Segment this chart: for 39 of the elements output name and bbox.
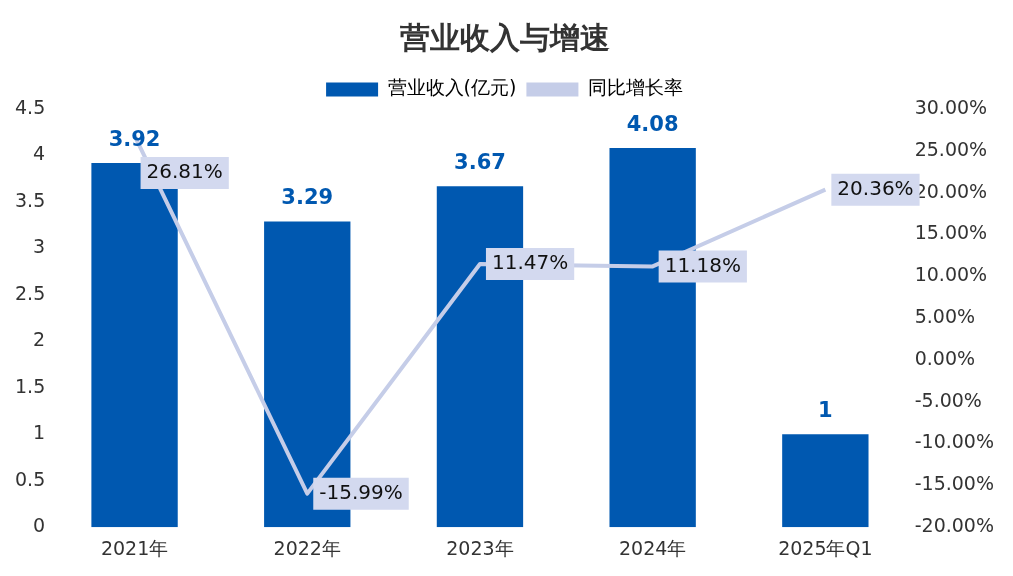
data-label: 3.29 bbox=[281, 185, 334, 210]
data-label: -15.99% bbox=[319, 479, 403, 504]
data-label: 11.18% bbox=[664, 252, 741, 277]
data-label: 4.08 bbox=[626, 111, 679, 136]
y-tick-label: 1 bbox=[33, 421, 46, 444]
x-tick-label: 2021年 bbox=[100, 536, 169, 559]
data-label: 20.36% bbox=[837, 175, 914, 200]
y-tick-label: 4.5 bbox=[15, 95, 46, 118]
legend-label: 同比增长率 bbox=[587, 76, 683, 99]
x-tick-label: 2022年 bbox=[273, 536, 341, 559]
y-tick-label: 4 bbox=[33, 142, 46, 165]
y-tick-label: 0 bbox=[33, 514, 46, 537]
x-tick-label: 2025年Q1 bbox=[778, 536, 873, 559]
legend-label: 营业收入(亿元) bbox=[387, 76, 517, 99]
y-tick-label: 2 bbox=[33, 328, 46, 351]
y-tick-label: 1.5 bbox=[15, 374, 46, 397]
y2-tick-label: -15.00% bbox=[914, 472, 995, 495]
bar bbox=[782, 434, 869, 528]
y2-tick-label: 25.00% bbox=[914, 137, 988, 160]
y2-tick-label: -20.00% bbox=[914, 514, 995, 537]
y2-tick-label: 10.00% bbox=[914, 263, 988, 286]
data-label: 1 bbox=[818, 398, 833, 423]
y2-tick-label: 5.00% bbox=[914, 305, 976, 328]
y-tick-label: 3.5 bbox=[15, 188, 46, 211]
y-tick-label: 3 bbox=[33, 235, 46, 258]
y-tick-label: 2.5 bbox=[15, 281, 46, 304]
y2-tick-label: 0.00% bbox=[914, 346, 976, 369]
y2-tick-label: 15.00% bbox=[914, 221, 988, 244]
chart-title: 营业收入与增速 bbox=[399, 19, 610, 55]
data-label: 11.47% bbox=[491, 250, 569, 275]
x-tick-label: 2023年 bbox=[446, 536, 514, 559]
data-label: 3.92 bbox=[108, 126, 161, 151]
y2-tick-label: -5.00% bbox=[914, 388, 982, 411]
y-tick-label: 0.5 bbox=[15, 467, 46, 490]
data-label: 3.67 bbox=[454, 150, 506, 175]
y2-tick-label: 30.00% bbox=[914, 95, 988, 118]
y2-tick-label: -10.00% bbox=[914, 430, 995, 453]
x-tick-label: 2024年 bbox=[618, 536, 687, 559]
data-label: 26.81% bbox=[146, 159, 223, 184]
